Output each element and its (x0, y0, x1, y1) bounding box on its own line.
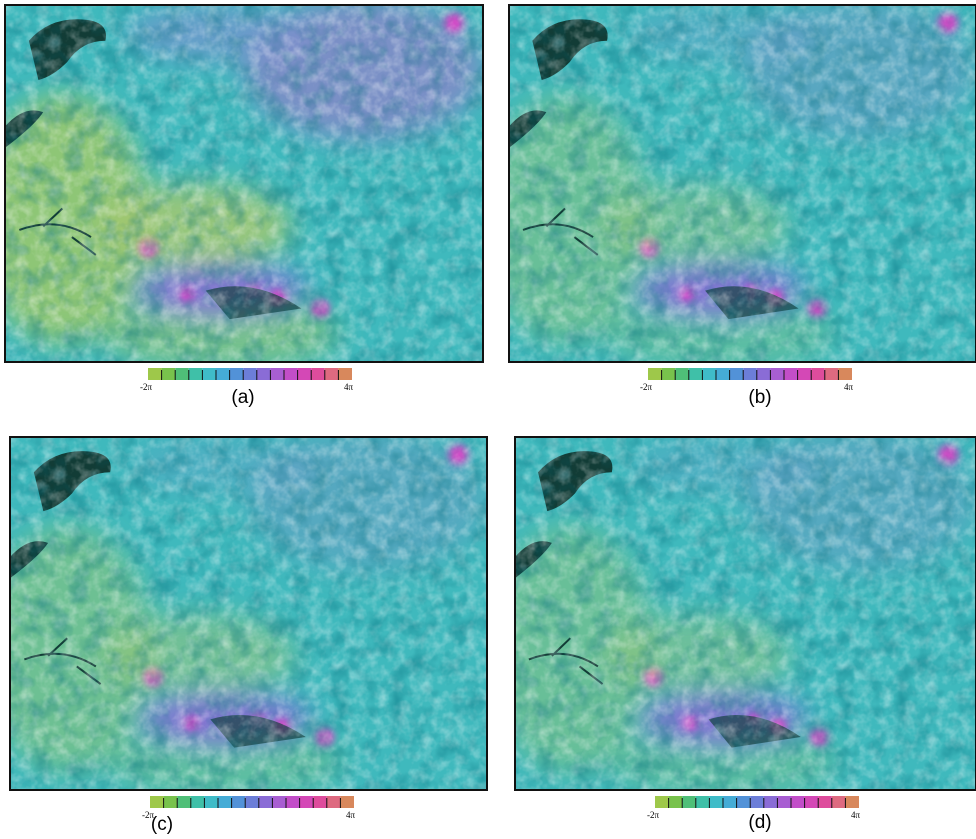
colorbar-segment (313, 796, 327, 808)
shade (515, 437, 976, 790)
panel-caption: (d) (748, 812, 771, 833)
image-content (481, 0, 976, 369)
colorbar-segment (662, 368, 676, 380)
colorbar-segment (327, 796, 341, 808)
colorbar-segment (655, 796, 669, 808)
panel-caption: (a) (231, 387, 254, 408)
colorbar-segment (232, 796, 246, 808)
colorbar-segment (202, 368, 216, 380)
colorbar-segment (270, 368, 284, 380)
colorbar-segment (818, 796, 832, 808)
image-content (0, 0, 483, 369)
colorbar-segment (216, 368, 230, 380)
colorbar-segment (189, 368, 203, 380)
colorbar-segment (259, 796, 273, 808)
image-content (487, 430, 976, 797)
colorbar-segment (300, 796, 314, 808)
colorbar-segment (716, 368, 730, 380)
colorbar-segment (325, 368, 339, 380)
colorbar-segment (730, 368, 744, 380)
colorbar-segment (675, 368, 689, 380)
colorbar-min-label: -2π (640, 382, 652, 392)
colorbar-segment (770, 368, 784, 380)
colorbar-segment (723, 796, 737, 808)
colorbar-segment (648, 368, 662, 380)
sar-image (0, 0, 483, 369)
colorbar-segment (777, 796, 791, 808)
colorbar-segment (838, 368, 852, 380)
sar-image (481, 0, 976, 369)
colorbar-segment (791, 796, 805, 808)
colorbar-max-label: 4π (344, 382, 354, 392)
shade (10, 437, 487, 790)
colorbar-segment (832, 796, 846, 808)
panel-caption: (b) (748, 387, 771, 408)
colorbar-min-label: -2π (140, 382, 152, 392)
sar-image (0, 430, 487, 797)
colorbar-segment (272, 796, 286, 808)
colorbar-segment (150, 796, 164, 808)
colorbar-segment (175, 368, 189, 380)
colorbar-segment (284, 368, 298, 380)
colorbar-segment (689, 368, 703, 380)
colorbar-segment (784, 368, 798, 380)
panel-caption: (c) (151, 814, 173, 835)
colorbar-segment (682, 796, 696, 808)
colorbar-segment (750, 796, 764, 808)
colorbar-max-label: 4π (346, 810, 356, 820)
colorbar-segment (702, 368, 716, 380)
shade (509, 5, 976, 362)
colorbar-segment (164, 796, 178, 808)
colorbar-segment (757, 368, 771, 380)
colorbar-segment (148, 368, 162, 380)
colorbar-segment (298, 368, 312, 380)
colorbar-segment (177, 796, 191, 808)
colorbar-min-label: -2π (647, 810, 659, 820)
colorbar-max-label: 4π (851, 810, 861, 820)
colorbar-segment (191, 796, 205, 808)
colorbar-segment (811, 368, 825, 380)
colorbar-segment (162, 368, 176, 380)
figure: -2π4π(a)-2π4π(b)-2π4π(c)-2π4π(d) (0, 0, 976, 839)
colorbar-segment (696, 796, 710, 808)
colorbar-segment (805, 796, 819, 808)
colorbar-segment (311, 368, 325, 380)
colorbar-segment (230, 368, 244, 380)
page: -2π4π(a)-2π4π(b)-2π4π(c)-2π4π(d) (() => … (0, 0, 976, 839)
colorbar-segment (798, 368, 812, 380)
colorbar-max-label: 4π (844, 382, 854, 392)
shade (5, 5, 483, 362)
colorbar-segment (743, 368, 757, 380)
image-content (0, 430, 487, 797)
colorbar-segment (243, 368, 257, 380)
sar-image (487, 430, 976, 797)
colorbar-segment (286, 796, 300, 808)
colorbar-segment (338, 368, 352, 380)
colorbar-segment (218, 796, 232, 808)
colorbar-segment (257, 368, 271, 380)
colorbar-segment (825, 368, 839, 380)
colorbar-segment (737, 796, 751, 808)
colorbar-segment (709, 796, 723, 808)
colorbar-segment (845, 796, 859, 808)
colorbar-segment (245, 796, 259, 808)
colorbar-segment (204, 796, 218, 808)
colorbar-segment (764, 796, 778, 808)
colorbar-segment (340, 796, 354, 808)
colorbar-segment (669, 796, 683, 808)
